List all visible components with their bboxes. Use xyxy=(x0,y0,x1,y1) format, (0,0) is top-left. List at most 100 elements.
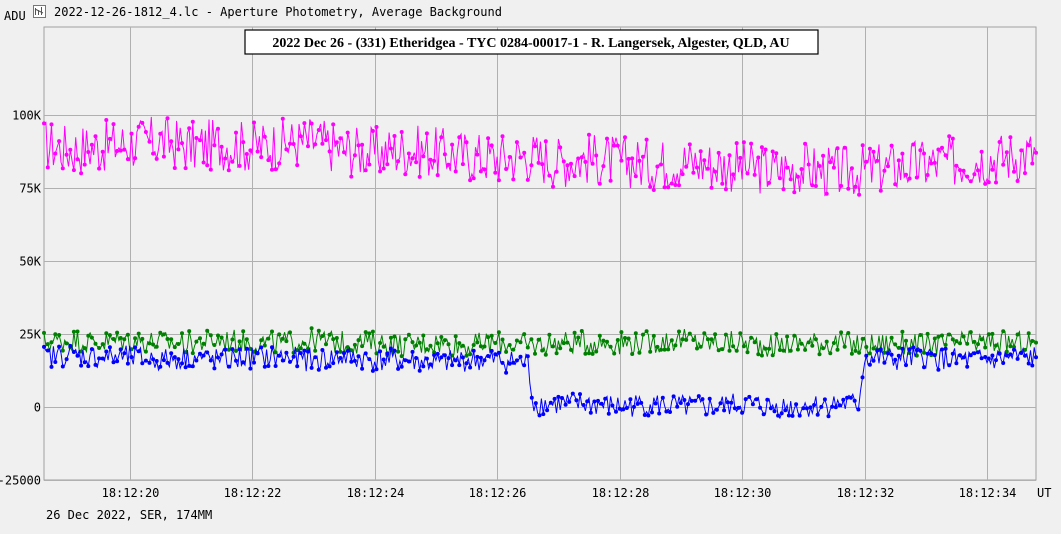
data-point xyxy=(830,404,835,409)
data-point xyxy=(298,351,303,356)
data-point xyxy=(71,329,76,334)
data-point xyxy=(194,339,199,344)
data-point xyxy=(129,131,134,136)
app-icon[interactable] xyxy=(33,5,46,18)
data-point xyxy=(64,341,69,346)
data-point xyxy=(572,174,577,179)
data-point xyxy=(689,398,694,403)
data-point xyxy=(864,159,869,164)
window-title: 2022-12-26-1812_4.lc - Aperture Photomet… xyxy=(54,5,502,19)
data-point xyxy=(835,146,840,151)
data-point xyxy=(64,152,69,157)
data-point xyxy=(543,352,548,357)
data-point xyxy=(734,348,739,353)
data-point xyxy=(464,361,469,366)
data-point xyxy=(104,331,109,336)
data-point xyxy=(815,412,820,417)
data-point xyxy=(747,394,752,399)
data-point xyxy=(75,329,80,334)
data-point xyxy=(133,156,138,161)
data-point xyxy=(779,411,784,416)
data-point xyxy=(115,359,120,364)
data-point xyxy=(205,350,210,355)
data-point xyxy=(1034,150,1038,155)
data-point xyxy=(381,357,386,362)
data-point xyxy=(140,336,145,341)
data-point xyxy=(698,344,703,349)
data-point xyxy=(736,405,741,410)
data-point xyxy=(590,351,595,356)
data-point xyxy=(226,347,231,352)
data-point xyxy=(255,149,260,154)
data-point xyxy=(42,330,46,335)
data-point xyxy=(338,136,343,141)
data-point xyxy=(592,399,597,404)
data-point xyxy=(904,172,908,177)
data-point xyxy=(886,351,890,356)
x-tick-label: 18:12:32 xyxy=(837,486,895,500)
data-point xyxy=(878,347,883,352)
data-point xyxy=(718,401,723,406)
data-point xyxy=(277,161,282,166)
data-point xyxy=(288,359,292,364)
data-point xyxy=(569,161,573,166)
data-point xyxy=(464,353,469,358)
data-point xyxy=(677,329,681,334)
data-point xyxy=(900,346,905,351)
data-point xyxy=(803,141,808,146)
data-point xyxy=(118,336,123,340)
data-point xyxy=(644,137,649,142)
data-point xyxy=(514,358,519,363)
data-point xyxy=(266,364,271,368)
data-point xyxy=(45,165,50,170)
data-point xyxy=(147,341,152,346)
data-point xyxy=(111,360,116,365)
data-point xyxy=(641,154,645,159)
data-point xyxy=(806,162,811,167)
data-point xyxy=(758,405,763,410)
data-point xyxy=(990,331,995,336)
data-point xyxy=(972,339,977,344)
data-point xyxy=(986,180,991,185)
data-point xyxy=(997,140,1002,144)
data-point xyxy=(176,147,181,152)
axis-layer: 100K 75K 50K 25K 0 -25000 18:12:20 18:12:22 18:1… xyxy=(0,109,1016,501)
data-point xyxy=(714,407,719,412)
data-point xyxy=(57,139,62,144)
data-point xyxy=(140,361,145,366)
data-point xyxy=(911,345,916,350)
data-point xyxy=(581,403,586,407)
data-point xyxy=(327,149,332,154)
data-point xyxy=(1008,352,1013,357)
data-point xyxy=(511,360,516,365)
data-point xyxy=(790,413,795,418)
data-point xyxy=(723,332,728,337)
data-point xyxy=(97,166,102,171)
data-point xyxy=(662,347,667,352)
data-point xyxy=(234,348,238,353)
y-tick-label: -25000 xyxy=(0,474,41,488)
data-point xyxy=(804,406,809,411)
chart-title: 2022 Dec 26 - (331) Etheridgea - TYC 028… xyxy=(272,36,789,51)
data-point xyxy=(644,329,649,334)
data-point xyxy=(504,349,509,354)
data-point xyxy=(259,155,264,160)
data-point xyxy=(1026,361,1031,366)
data-point xyxy=(547,173,552,178)
data-point xyxy=(671,394,676,399)
data-point xyxy=(486,136,491,141)
data-point xyxy=(208,333,213,338)
data-point xyxy=(496,178,501,183)
data-point xyxy=(471,343,476,347)
data-point xyxy=(666,185,671,190)
series-layer xyxy=(42,116,1038,420)
data-point xyxy=(624,406,629,410)
data-point xyxy=(783,408,788,413)
data-point xyxy=(976,350,980,355)
data-point xyxy=(824,191,829,196)
data-point xyxy=(468,365,473,370)
data-point xyxy=(889,352,894,357)
data-point xyxy=(765,397,770,402)
data-point xyxy=(334,140,339,145)
